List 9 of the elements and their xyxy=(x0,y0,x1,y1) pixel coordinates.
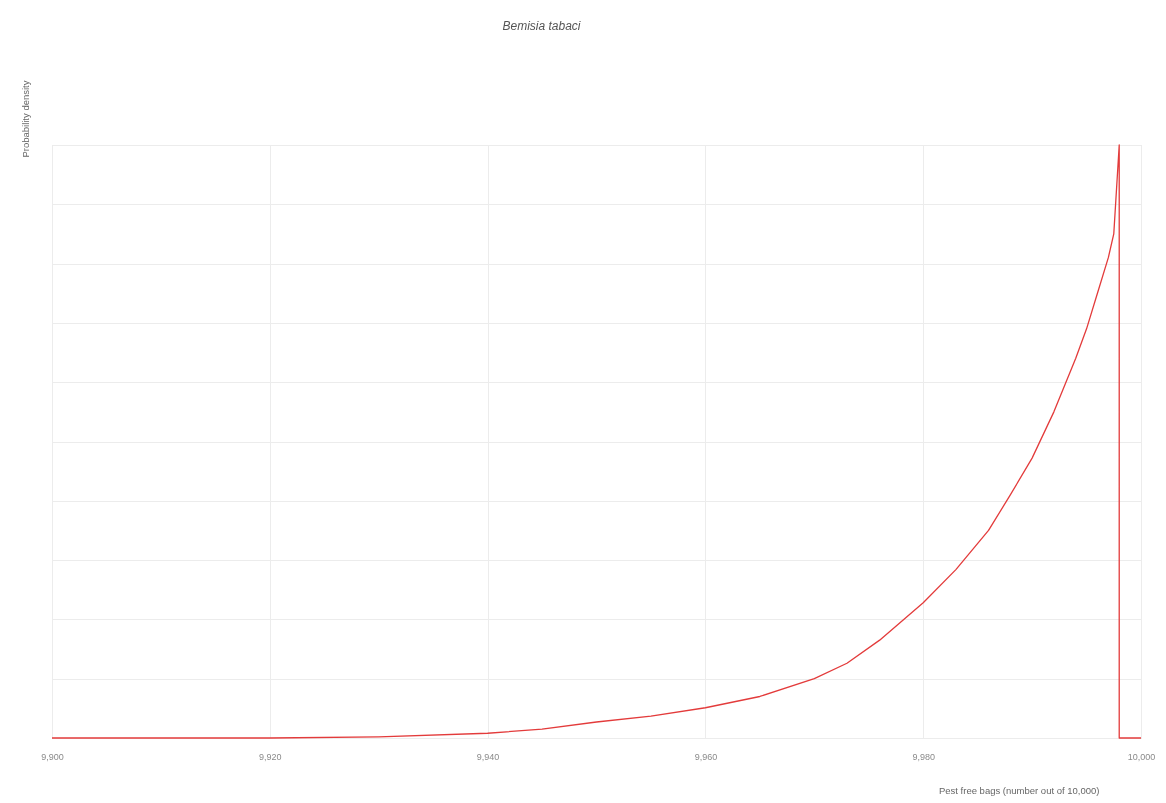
x-tick-label: 9,940 xyxy=(476,751,500,762)
chart-title: Bemisia tabaci xyxy=(502,19,581,33)
x-axis-title: Pest free bags (number out of 10,000) xyxy=(938,784,1100,796)
x-tick-label: 10,000 xyxy=(1127,751,1156,762)
x-tick-label: 9,960 xyxy=(694,751,718,762)
x-tick-label: 9,920 xyxy=(259,751,282,762)
x-tick-label: 9,900 xyxy=(41,751,64,762)
y-axis-title: Probability density xyxy=(19,80,31,158)
x-tick-label: 9,980 xyxy=(912,751,935,762)
